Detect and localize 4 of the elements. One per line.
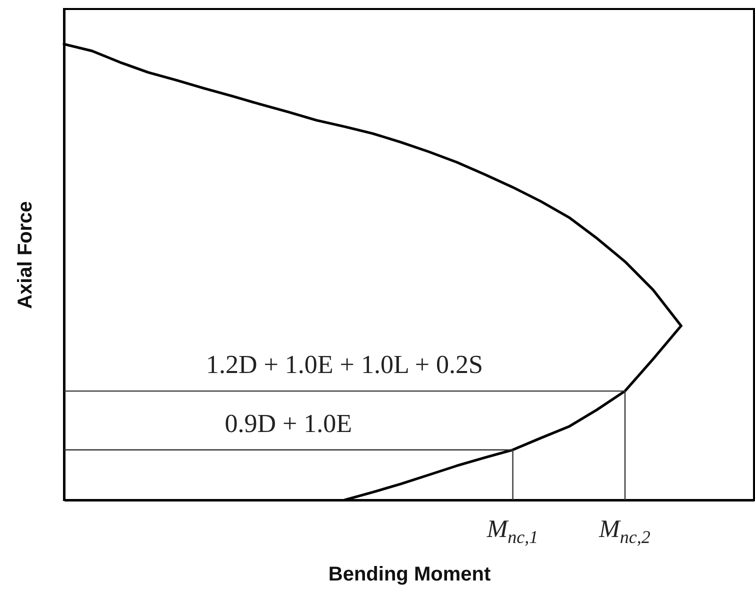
y-axis-title: Axial Force bbox=[14, 201, 36, 309]
ref-line-label: 0.9D + 1.0E bbox=[224, 408, 352, 438]
x-axis-title: Bending Moment bbox=[328, 564, 491, 586]
ref-line-label: 1.2D + 1.0E + 1.0L + 0.2S bbox=[206, 350, 484, 380]
